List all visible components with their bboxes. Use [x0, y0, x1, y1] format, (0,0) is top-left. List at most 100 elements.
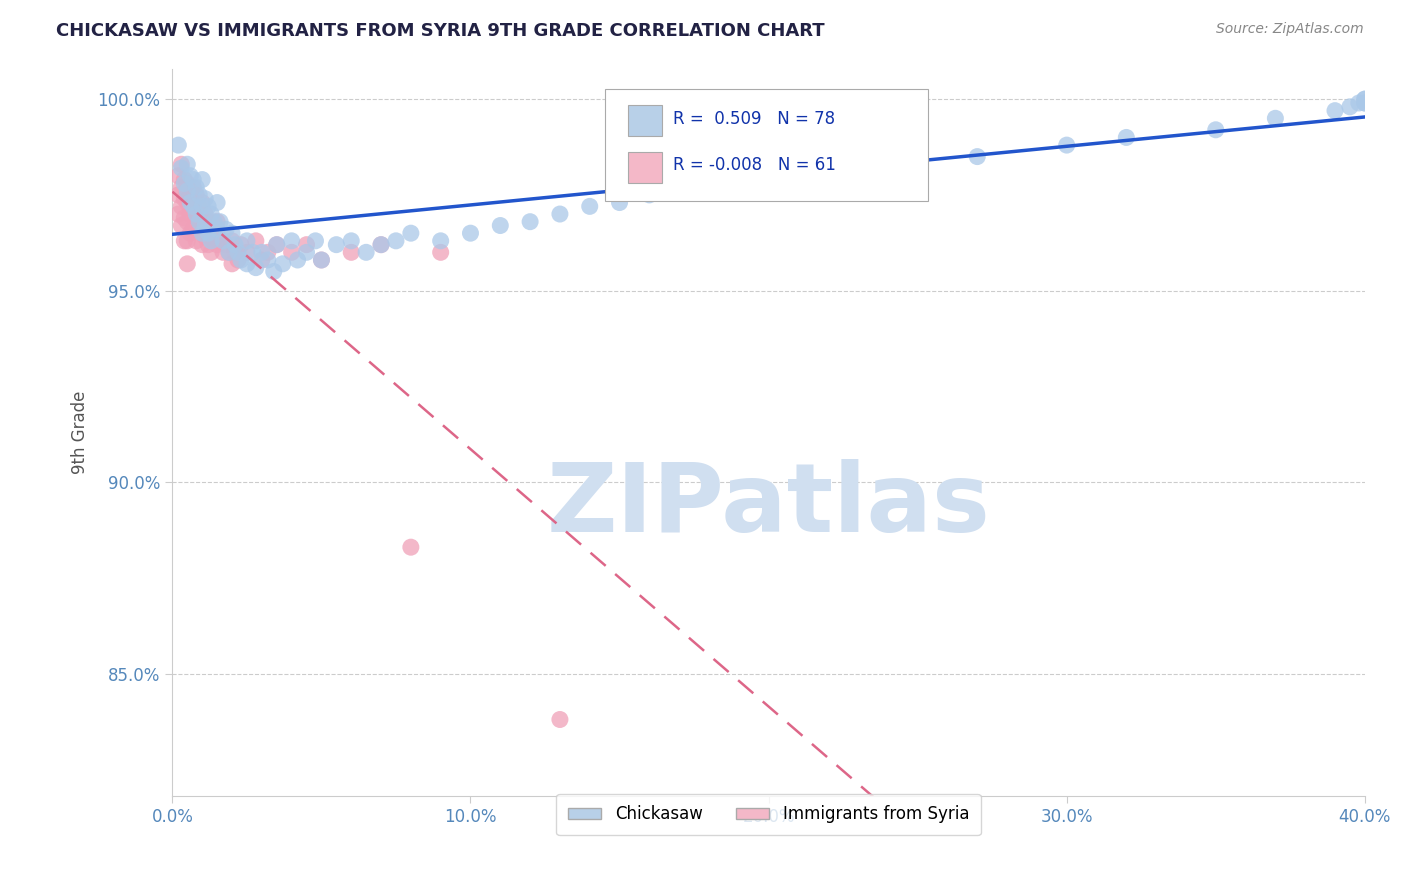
Point	[200, 207, 222, 221]
Point	[176, 215, 198, 229]
Point	[202, 215, 225, 229]
Point	[209, 215, 232, 229]
Point	[578, 199, 600, 213]
Point	[181, 172, 204, 186]
Point	[200, 245, 222, 260]
Point	[609, 195, 631, 210]
Point	[245, 234, 267, 248]
Point	[197, 226, 219, 240]
Point	[966, 150, 988, 164]
Point	[167, 169, 190, 183]
Point	[194, 230, 217, 244]
Point	[758, 169, 780, 183]
Point	[170, 219, 193, 233]
Point	[176, 177, 198, 191]
Point	[176, 157, 198, 171]
Point	[186, 180, 208, 194]
Point	[200, 234, 222, 248]
Point	[218, 245, 240, 260]
Point	[1339, 100, 1361, 114]
Point	[173, 177, 195, 191]
Point	[173, 192, 195, 206]
Point	[226, 245, 249, 260]
Point	[194, 192, 217, 206]
Point	[205, 237, 228, 252]
Point	[429, 234, 451, 248]
Point	[1324, 103, 1347, 118]
Point	[266, 237, 288, 252]
Point	[325, 237, 347, 252]
Point	[548, 713, 571, 727]
Point	[226, 252, 249, 267]
Point	[1347, 95, 1369, 110]
Point	[287, 252, 309, 267]
Point	[179, 195, 201, 210]
Point	[188, 199, 211, 213]
Point	[668, 180, 690, 194]
Point	[205, 195, 228, 210]
Point	[271, 257, 294, 271]
Point	[170, 180, 193, 194]
Point	[191, 215, 214, 229]
Point	[167, 187, 190, 202]
Point	[256, 245, 278, 260]
Point	[245, 260, 267, 275]
Point	[200, 222, 222, 236]
Point	[186, 187, 208, 202]
Point	[186, 211, 208, 225]
Text: Source: ZipAtlas.com: Source: ZipAtlas.com	[1216, 22, 1364, 37]
Point	[197, 199, 219, 213]
Text: R =  0.509   N = 78: R = 0.509 N = 78	[673, 110, 835, 128]
Point	[188, 187, 211, 202]
Point	[429, 245, 451, 260]
Point	[197, 215, 219, 229]
Point	[385, 234, 408, 248]
Point	[229, 252, 252, 267]
Point	[1115, 130, 1137, 145]
Point	[167, 207, 190, 221]
Point	[194, 207, 217, 221]
Point	[186, 234, 208, 248]
Point	[280, 245, 302, 260]
Point	[212, 245, 235, 260]
Point	[399, 540, 422, 554]
Point	[242, 245, 264, 260]
Point	[221, 257, 243, 271]
Point	[173, 234, 195, 248]
Point	[548, 207, 571, 221]
Point	[370, 237, 392, 252]
Point	[263, 264, 285, 278]
Point	[221, 226, 243, 240]
Point	[191, 172, 214, 186]
Point	[170, 157, 193, 171]
Point	[186, 207, 208, 221]
Point	[250, 245, 273, 260]
Point	[173, 172, 195, 186]
Point	[250, 252, 273, 267]
Point	[236, 245, 259, 260]
Point	[460, 226, 482, 240]
Point	[224, 245, 246, 260]
Point	[179, 187, 201, 202]
Point	[354, 245, 377, 260]
Point	[1354, 95, 1376, 110]
Point	[181, 199, 204, 213]
Point	[176, 184, 198, 198]
Point	[181, 199, 204, 213]
Point	[205, 222, 228, 236]
Point	[907, 157, 929, 171]
Point	[218, 245, 240, 260]
Y-axis label: 9th Grade: 9th Grade	[72, 391, 89, 474]
Point	[188, 222, 211, 236]
Point	[176, 234, 198, 248]
Point	[1205, 123, 1227, 137]
Point	[236, 257, 259, 271]
Point	[167, 138, 190, 153]
Point	[1354, 92, 1376, 106]
Point	[817, 161, 839, 175]
Point	[340, 245, 363, 260]
Point	[295, 245, 318, 260]
Point	[179, 207, 201, 221]
Point	[221, 234, 243, 248]
Point	[304, 234, 326, 248]
